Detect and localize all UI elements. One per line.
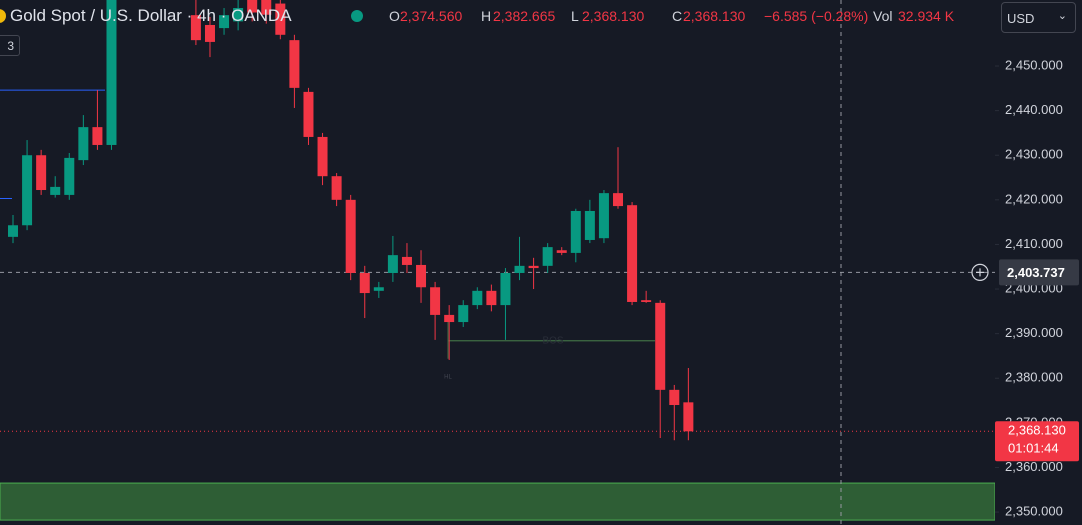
- candle-body: [106, 0, 117, 145]
- y-tick-label: 2,380.000: [1005, 370, 1063, 385]
- symbol-icon: [0, 9, 6, 23]
- candle-body: [655, 302, 666, 390]
- candle-body: [78, 127, 89, 161]
- add-alert-plus: [976, 268, 984, 277]
- candle-body: [36, 155, 47, 191]
- volume-label: Vol: [873, 8, 893, 24]
- candle-body: [50, 186, 61, 195]
- y-tick-label: 2,390.000: [1005, 325, 1063, 340]
- y-tick-label: 2,440.000: [1005, 102, 1063, 117]
- candle-body: [584, 210, 595, 240]
- countdown: 01:01:44: [1008, 441, 1059, 456]
- candle-body: [669, 389, 680, 406]
- ohlc-label: H: [481, 8, 492, 24]
- candle-body: [458, 305, 469, 323]
- last-price-bg: [995, 421, 1079, 462]
- candle-body: [22, 155, 33, 226]
- y-tick-label: 2,350.000: [1005, 504, 1063, 519]
- ohlc-value: 2,374.560: [400, 8, 463, 24]
- candle-body: [472, 290, 483, 306]
- candle-body: [92, 127, 103, 145]
- ohlc-value: 2,382.665: [493, 8, 556, 24]
- last-price: 2,368.130: [1008, 423, 1066, 438]
- y-tick-label: 2,430.000: [1005, 147, 1063, 162]
- y-tick-label: 2,420.000: [1005, 191, 1063, 206]
- crosshair-price: 2,403.737: [1007, 265, 1065, 280]
- change: −6.585 (−0.28%): [764, 8, 869, 24]
- y-tick-label: 2,410.000: [1005, 236, 1063, 251]
- candle-body: [598, 193, 609, 239]
- candle-body: [627, 205, 638, 302]
- candle-body: [401, 256, 412, 265]
- candle-body: [430, 287, 441, 315]
- candle-body: [204, 24, 215, 42]
- indicator-count[interactable]: 3: [0, 35, 20, 56]
- candle-body: [570, 210, 581, 253]
- candle-body: [613, 193, 624, 207]
- candle-body: [444, 314, 455, 323]
- crosshair-label-bg: [999, 259, 1079, 286]
- candle-body: [345, 199, 356, 273]
- candle-body: [64, 157, 75, 195]
- volume: 32.934 K: [898, 8, 955, 24]
- candle-body: [261, 0, 272, 15]
- ohlc-value: 2,368.130: [683, 8, 746, 24]
- y-tick-label: 2,360.000: [1005, 459, 1063, 474]
- candle-body: [303, 91, 314, 137]
- candle-body: [486, 290, 497, 306]
- ohlc-label: L: [571, 8, 579, 24]
- candle-body: [556, 250, 567, 253]
- candle-body: [8, 225, 18, 237]
- candle-body: [289, 40, 300, 88]
- candle-body: [416, 264, 427, 288]
- candle-body: [542, 247, 553, 266]
- hl-label: HL: [444, 375, 452, 381]
- candle-body: [331, 176, 342, 200]
- currency-button[interactable]: USD ⌄: [1001, 2, 1076, 33]
- symbol-title[interactable]: Gold Spot / U.S. Dollar · 4h · OANDA: [10, 6, 292, 25]
- bos-label: BOS: [542, 335, 563, 346]
- price-axis: 2,350.0002,360.0002,370.0002,380.0002,39…: [971, 0, 1082, 525]
- candle-body: [387, 255, 398, 273]
- dropdown-arrow: ⌄: [1057, 10, 1067, 22]
- candle-body: [190, 15, 201, 41]
- ohlc-label: O: [389, 8, 400, 24]
- candle-body: [514, 265, 525, 273]
- candle-body: [683, 402, 694, 432]
- candle-body: [528, 265, 539, 269]
- ohlc-label: C: [672, 8, 683, 24]
- ohlc-value: 2,368.130: [582, 8, 645, 24]
- candle-body: [219, 15, 230, 29]
- candle-body: [500, 272, 511, 306]
- candle-body: [317, 136, 328, 177]
- candle-body: [233, 8, 244, 22]
- candle-body: [373, 287, 384, 291]
- demand-zone: [0, 482, 995, 521]
- candle-body: [359, 272, 370, 294]
- candle-body: [641, 300, 652, 302]
- candle-body: [275, 3, 286, 35]
- add-alert-button: [971, 263, 989, 281]
- status-dot: [351, 10, 363, 22]
- y-tick-label: 2,450.000: [1005, 57, 1063, 72]
- currency: USD: [1007, 11, 1035, 26]
- candle-body: [247, 0, 258, 13]
